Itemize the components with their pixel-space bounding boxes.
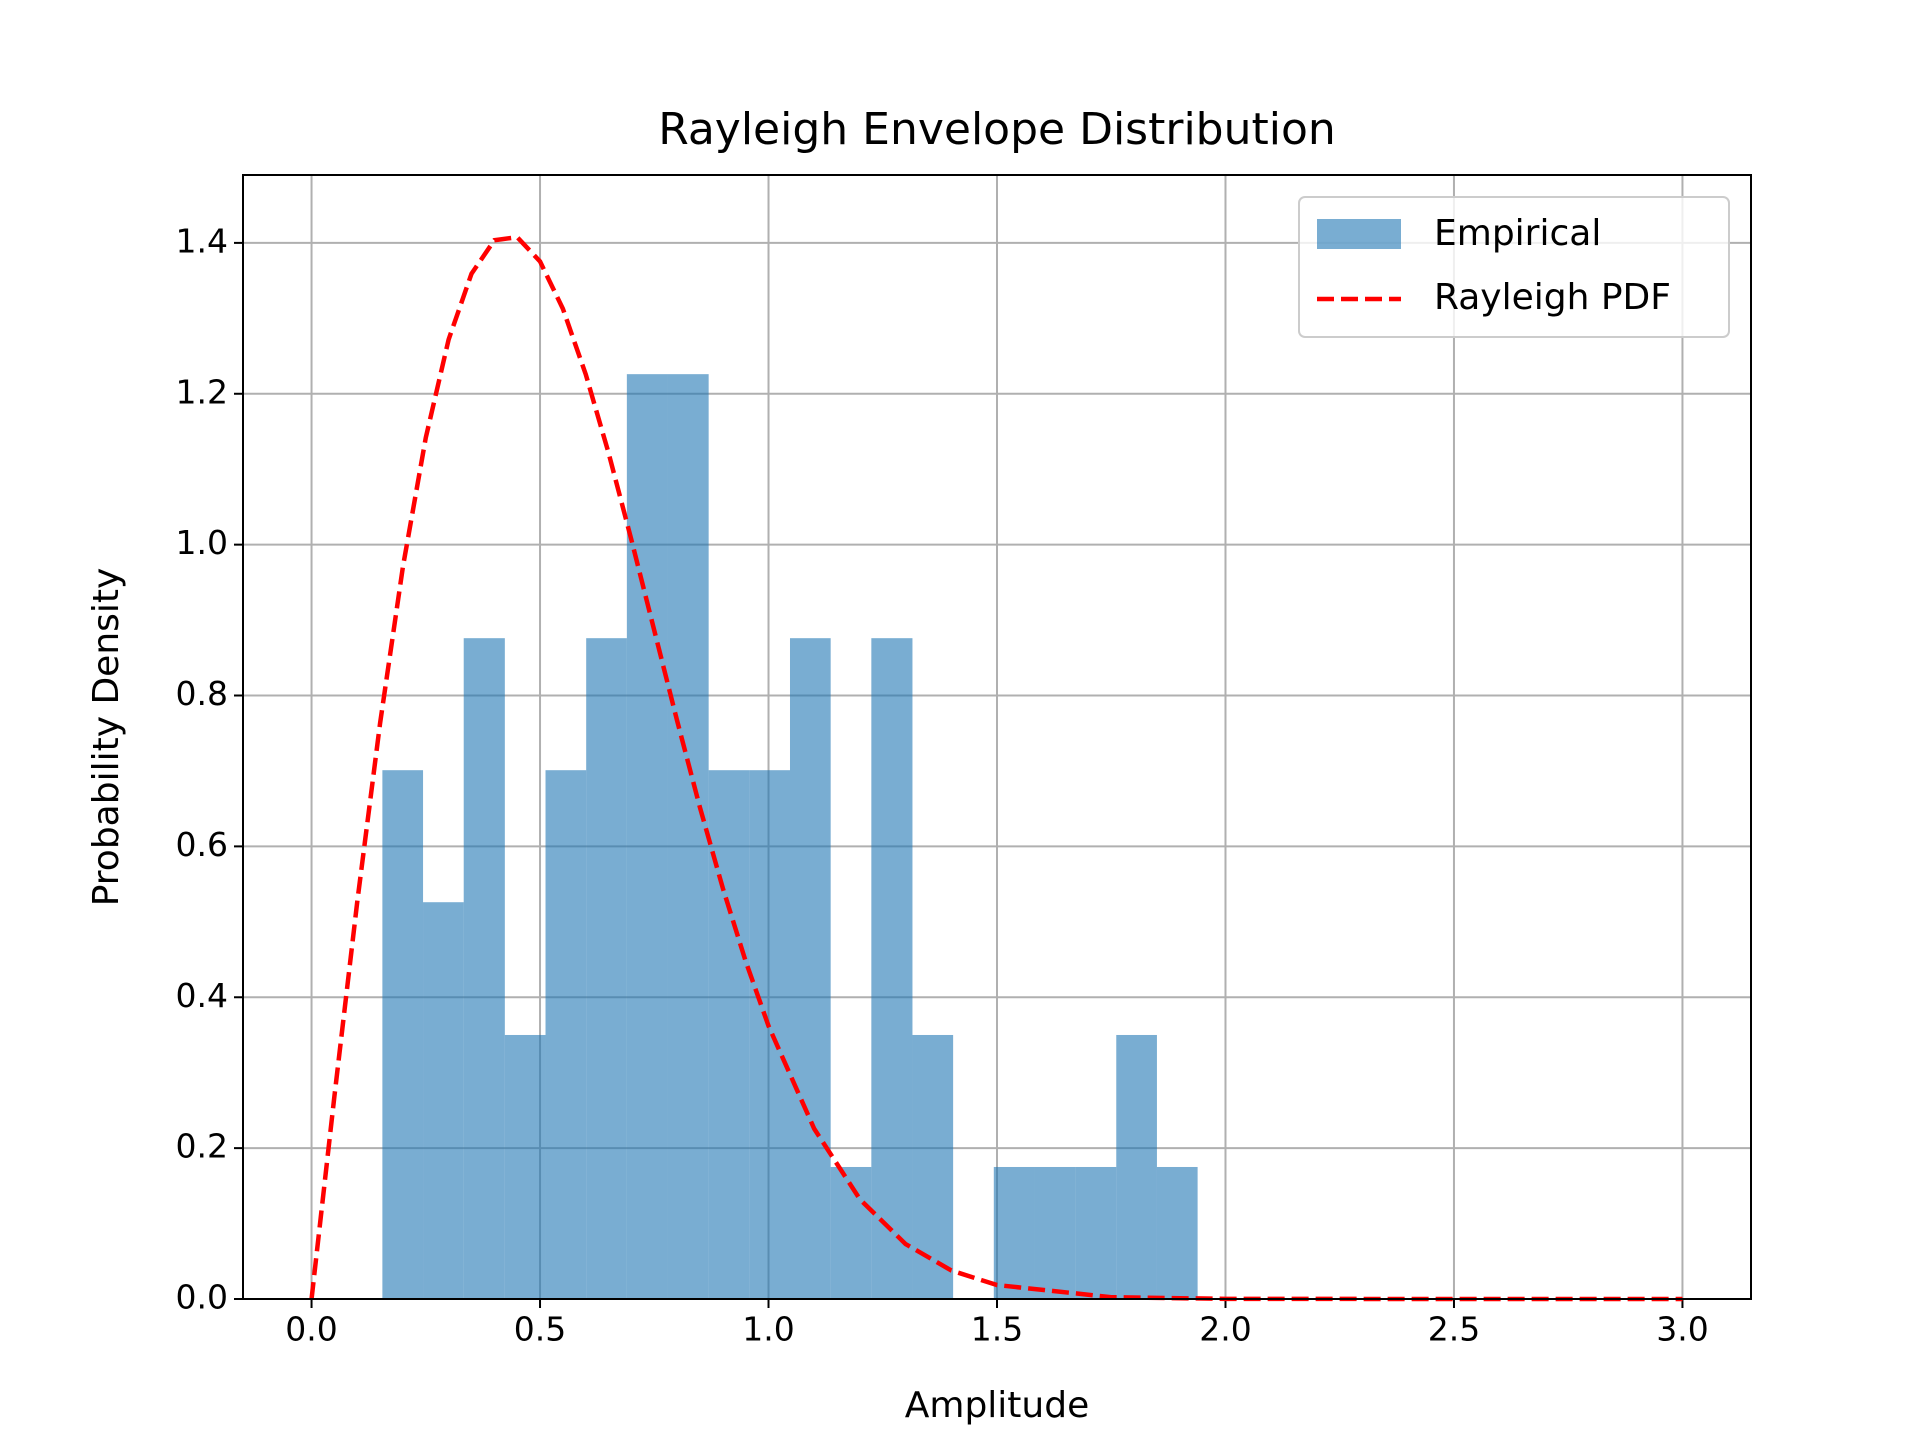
x-tick-label: 2.0 bbox=[1199, 1310, 1251, 1349]
histogram-bar bbox=[993, 1166, 1035, 1299]
histogram-bar bbox=[423, 902, 464, 1299]
y-tick-label: 0.4 bbox=[176, 976, 228, 1015]
histogram-bar bbox=[463, 638, 505, 1299]
histogram-bar bbox=[912, 1034, 954, 1299]
histogram-bar bbox=[667, 374, 709, 1299]
y-tick-label: 0.2 bbox=[176, 1127, 228, 1166]
histogram-bar bbox=[504, 1034, 546, 1299]
y-axis-label: Probability Density bbox=[86, 568, 127, 907]
x-tick-label: 1.5 bbox=[971, 1310, 1023, 1349]
y-tick-label: 0.0 bbox=[176, 1278, 228, 1317]
legend-swatch bbox=[1317, 219, 1401, 249]
y-tick-label: 1.2 bbox=[176, 372, 228, 411]
x-tick-label: 0.0 bbox=[285, 1310, 337, 1349]
y-tick-label: 1.4 bbox=[176, 221, 228, 260]
histogram-bar bbox=[626, 374, 668, 1299]
histogram-bar bbox=[382, 770, 424, 1299]
histogram-bar bbox=[871, 638, 913, 1299]
plot-frame bbox=[242, 174, 1752, 1300]
legend-label: Empirical bbox=[1434, 213, 1601, 254]
x-tick-label: 1.0 bbox=[742, 1310, 794, 1349]
histogram-bar bbox=[789, 638, 831, 1299]
histogram-bar bbox=[545, 770, 587, 1299]
x-tick-label: 3.0 bbox=[1656, 1310, 1708, 1349]
legend: Empirical Rayleigh PDF bbox=[1298, 196, 1730, 338]
x-tick-label: 0.5 bbox=[514, 1310, 566, 1349]
histogram-bar bbox=[708, 770, 750, 1299]
histogram-bar bbox=[1075, 1166, 1117, 1299]
histogram-bar bbox=[749, 770, 790, 1299]
x-tick-label: 2.5 bbox=[1428, 1310, 1480, 1349]
histogram-bar bbox=[586, 638, 627, 1299]
chart-title: Rayleigh Envelope Distribution bbox=[658, 104, 1336, 155]
x-axis-label: Amplitude bbox=[905, 1385, 1089, 1426]
histogram-bar bbox=[1156, 1166, 1198, 1299]
histogram-bar bbox=[1116, 1034, 1157, 1299]
y-tick-label: 1.0 bbox=[176, 523, 228, 562]
legend-box bbox=[1298, 196, 1730, 338]
legend-label: Rayleigh PDF bbox=[1434, 277, 1671, 318]
y-tick-label: 0.6 bbox=[176, 825, 228, 864]
histogram-bar bbox=[1034, 1166, 1076, 1299]
y-tick-label: 0.8 bbox=[176, 674, 228, 713]
pdf-line bbox=[309, 234, 1683, 1302]
